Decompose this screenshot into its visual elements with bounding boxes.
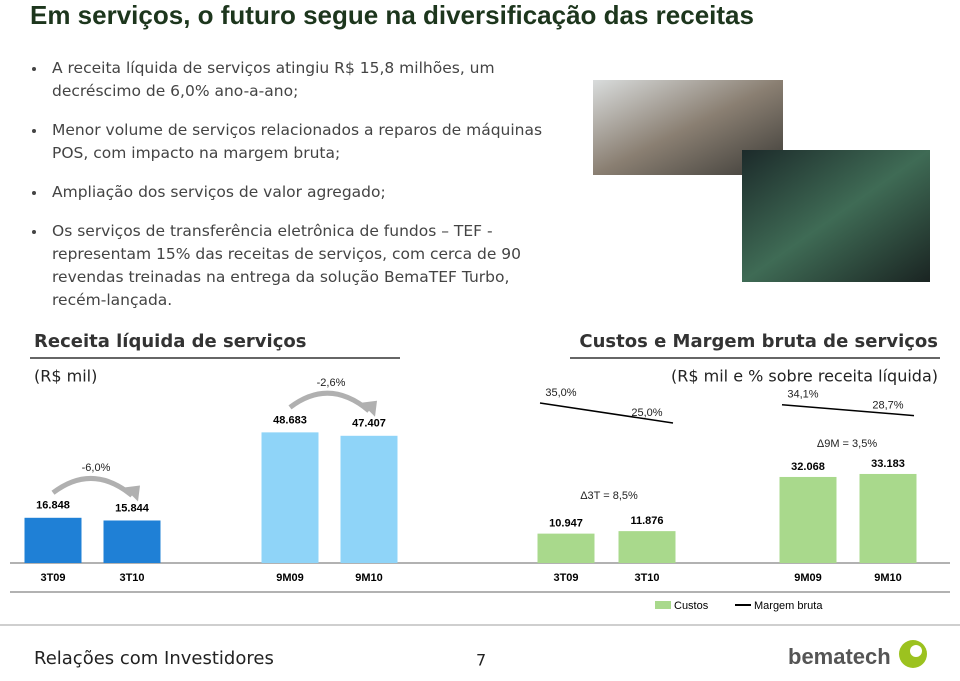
photo <box>742 150 930 282</box>
slide-title: Em serviços, o futuro segue na diversifi… <box>30 0 754 30</box>
arrow-head <box>361 400 377 417</box>
annotation: -6,0% <box>82 462 111 474</box>
value-label: 48.683 <box>273 414 307 426</box>
page-number: 7 <box>476 651 486 670</box>
chart-subtitle: (R$ mil) <box>34 367 97 386</box>
change-arrow <box>51 475 134 498</box>
chart-subtitle: (R$ mil e % sobre receita líquida) <box>671 367 938 386</box>
category-label: 9M10 <box>355 572 383 584</box>
chart-title: Receita líquida de serviços <box>34 331 306 352</box>
legend-label: Margem bruta <box>754 600 823 612</box>
footer-text: Relações com Investidores <box>34 648 274 669</box>
bullet-list: A receita líquida de serviços atingiu R$… <box>30 57 550 328</box>
value-label: 16.848 <box>36 500 70 512</box>
bar <box>618 531 676 563</box>
bar <box>859 473 917 563</box>
value-label: 28,7% <box>872 400 903 412</box>
value-label: 10.947 <box>549 518 583 530</box>
bar <box>261 432 319 563</box>
bar <box>340 435 398 563</box>
bullet: Menor volume de serviços relacionados a … <box>30 119 550 165</box>
chart-title: Custos e Margem bruta de serviços <box>579 331 938 352</box>
annotation: Δ3T = 8,5% <box>580 490 638 502</box>
margin-line <box>781 404 915 417</box>
category-label: 3T09 <box>553 572 578 584</box>
arrow-head <box>124 485 140 502</box>
change-arrow <box>288 390 371 413</box>
legend-label: Custos <box>674 600 709 612</box>
bullet: Ampliação dos serviços de valor agregado… <box>30 181 550 204</box>
annotation: Δ9M = 3,5% <box>817 438 877 450</box>
logo-mark <box>910 645 922 657</box>
bar <box>779 476 837 563</box>
logo-text: bematech <box>788 644 891 669</box>
category-label: 9M09 <box>794 572 822 584</box>
value-label: 15.844 <box>115 502 150 514</box>
value-label: 33.183 <box>871 458 905 470</box>
category-label: 3T09 <box>40 572 65 584</box>
value-label: 32.068 <box>791 461 825 473</box>
bar <box>537 533 595 563</box>
margin-line <box>539 402 674 424</box>
category-label: 3T10 <box>119 572 144 584</box>
bullet: A receita líquida de serviços atingiu R$… <box>30 57 550 103</box>
value-label: 25,0% <box>631 407 662 419</box>
legend-swatch <box>655 601 671 609</box>
value-label: 35,0% <box>545 387 576 399</box>
annotation: -2,6% <box>317 377 346 389</box>
category-label: 3T10 <box>634 572 659 584</box>
category-label: 9M10 <box>874 572 902 584</box>
bar <box>24 517 82 563</box>
bar <box>103 520 161 563</box>
category-label: 9M09 <box>276 572 304 584</box>
value-label: 47.407 <box>352 418 386 430</box>
value-label: 11.876 <box>630 515 663 527</box>
value-label: 34,1% <box>787 389 818 401</box>
bullet: Os serviços de transferência eletrônica … <box>30 220 550 312</box>
